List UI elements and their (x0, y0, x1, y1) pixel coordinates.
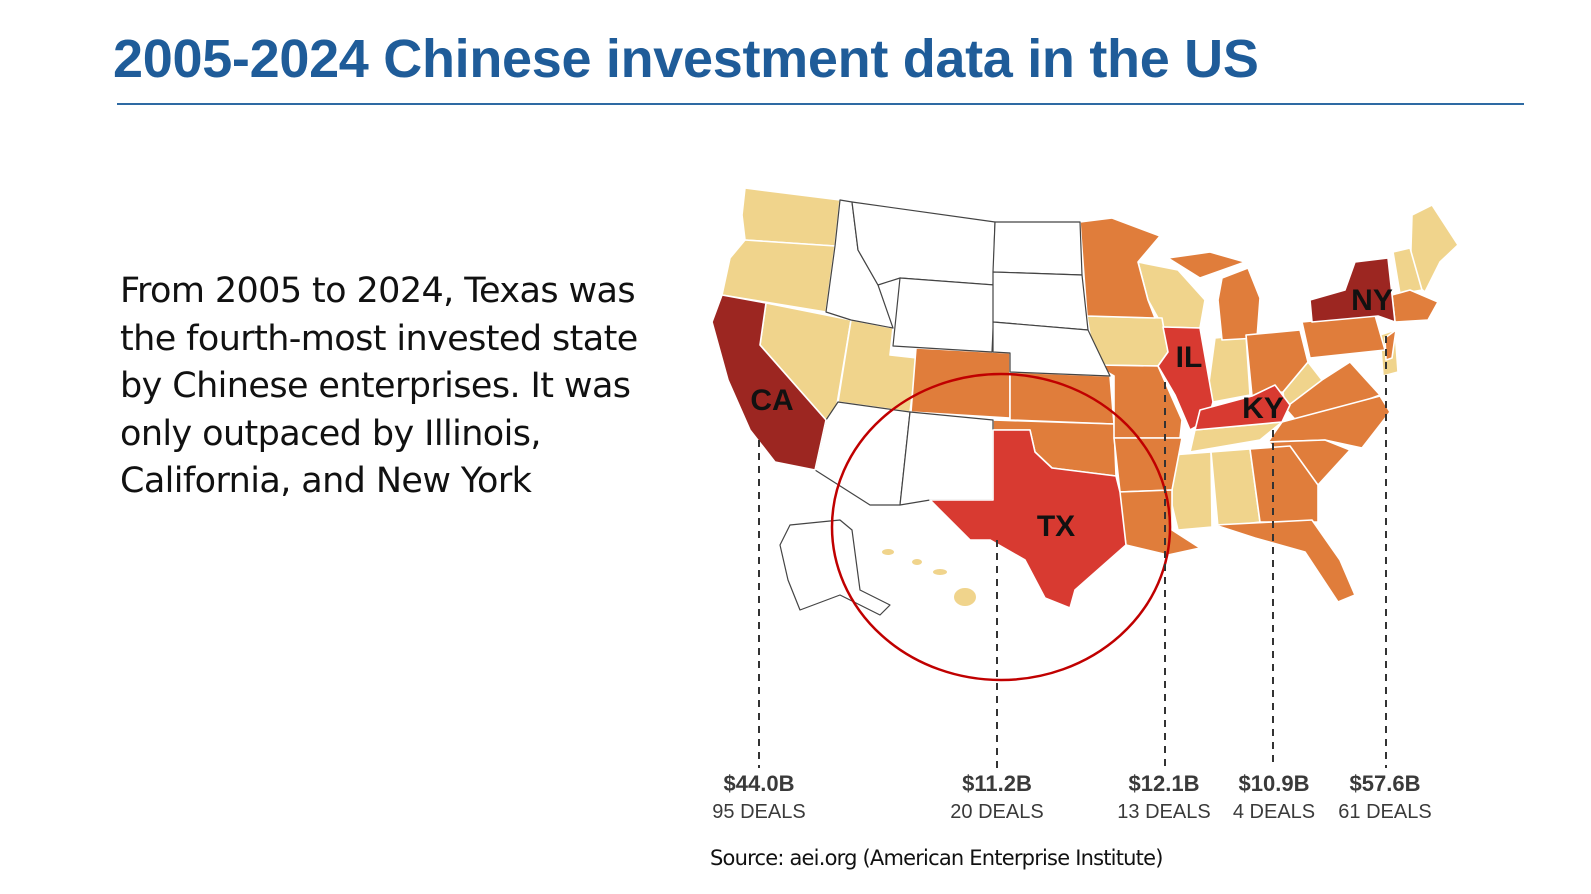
state-wa (741, 187, 841, 247)
state-fl (1214, 519, 1356, 603)
state-co (910, 347, 1011, 419)
source-citation: Source: aei.org (American Enterprise Ins… (710, 846, 1163, 870)
slide-title: 2005-2024 Chinese investment data in the… (113, 29, 1259, 89)
label-tx: TX (1037, 510, 1075, 543)
state-mn (1079, 217, 1161, 319)
amount-tx: $11.2B (962, 771, 1032, 796)
state-ks (1009, 371, 1115, 425)
deals-tx: 20 DEALS (950, 801, 1043, 823)
state-ne (992, 321, 1111, 377)
state-tx (929, 429, 1127, 609)
state-nm (899, 411, 994, 506)
label-ny: NY (1351, 284, 1393, 317)
state-new-england (1391, 289, 1439, 323)
amount-ky: $10.9B (1239, 771, 1310, 796)
investment-amount-labels: $44.0B 95 DEALS $11.2B 20 DEALS $12.1B 1… (712, 771, 1431, 823)
leader-lines (758, 336, 1387, 768)
state-ca (711, 294, 827, 471)
state-ga (1249, 445, 1319, 523)
state-oh (1245, 329, 1309, 397)
state-nd (992, 221, 1083, 276)
state-or (721, 239, 836, 313)
body-paragraph: From 2005 to 2024, Texas was the fourth-… (120, 271, 638, 501)
state-vt-nh (1392, 247, 1423, 295)
state-ms (1171, 451, 1213, 531)
deals-ca: 95 DEALS (712, 801, 805, 823)
deals-ny: 61 DEALS (1338, 801, 1431, 823)
highlighted-states (711, 257, 1396, 609)
amount-il: $12.1B (1129, 771, 1200, 796)
state-abbreviation-labels: CA TX IL KY NY (750, 284, 1393, 543)
low-investment-states (721, 187, 1459, 531)
label-ky: KY (1242, 392, 1284, 425)
state-il (1157, 326, 1214, 431)
deals-il: 13 DEALS (1117, 801, 1210, 823)
label-il: IL (1176, 341, 1203, 374)
state-ak (779, 519, 891, 616)
no-data-states (779, 199, 1111, 616)
state-wy (892, 277, 996, 353)
texas-highlight-circle (830, 372, 1172, 682)
hawaii-islands (882, 549, 976, 606)
state-ky (1194, 384, 1291, 431)
state-mt (851, 201, 996, 286)
amount-ny: $57.6B (1350, 771, 1421, 796)
label-ca: CA (750, 384, 793, 417)
state-az (814, 401, 911, 506)
state-sd (992, 271, 1089, 331)
state-ny (1309, 257, 1396, 323)
state-ar (1113, 437, 1183, 493)
deals-ky: 4 DEALS (1233, 801, 1315, 823)
amount-ca: $44.0B (724, 771, 795, 796)
title-underline (117, 103, 1524, 105)
